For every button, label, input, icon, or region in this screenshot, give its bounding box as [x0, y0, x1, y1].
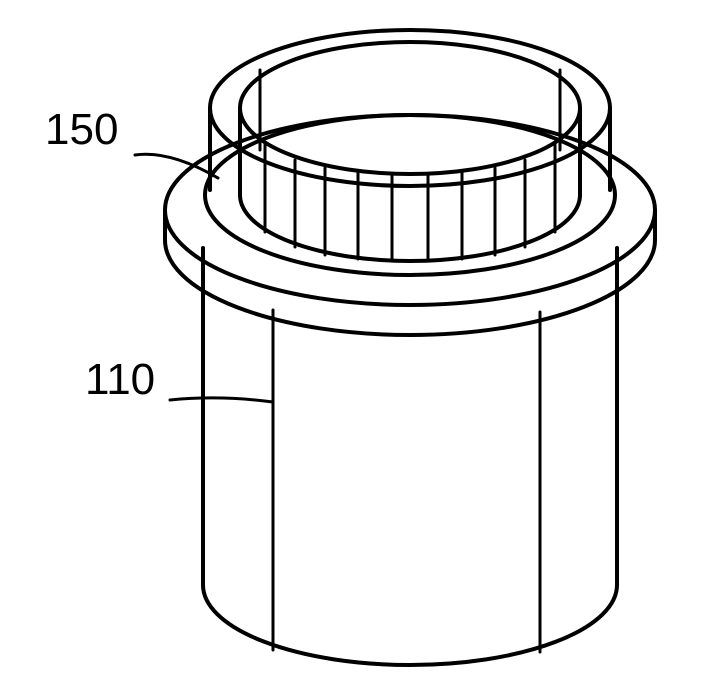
callout-110: 110: [85, 355, 155, 405]
bushing-diagram: [0, 0, 702, 690]
diagram-container: 150 110: [0, 0, 702, 690]
callout-150: 150: [45, 105, 118, 155]
